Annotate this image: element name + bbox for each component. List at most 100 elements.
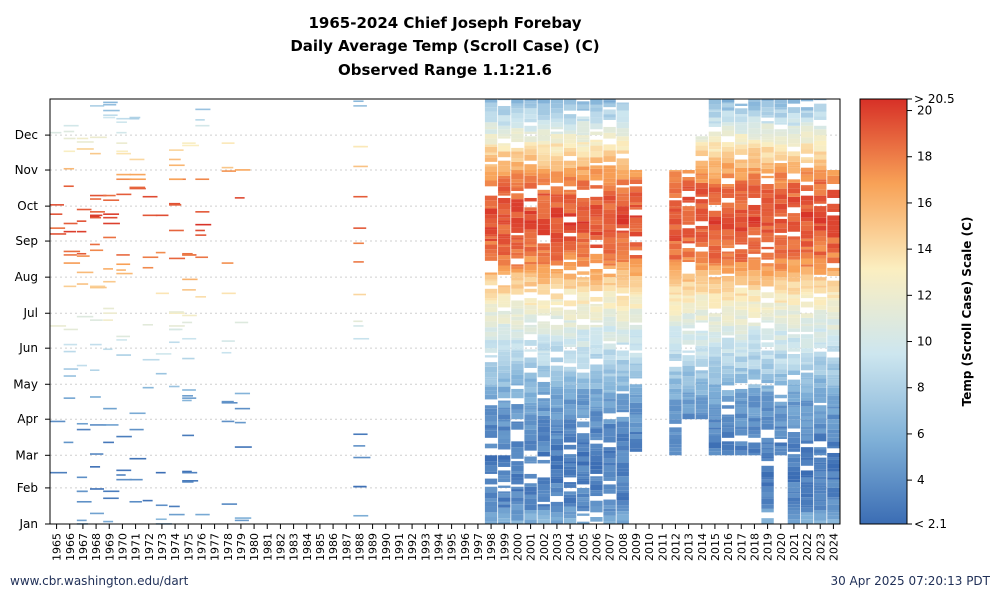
footer-source-link[interactable]: www.cbr.washington.edu/dart [10,574,189,588]
heat-cell-2012 [669,384,682,389]
x-tick-label-2005: 2005 [577,533,590,561]
heat-cell-2016 [721,322,735,327]
heat-cell-2020 [774,99,787,104]
heat-cell-2013 [682,365,695,372]
heat-cell-2002 [537,313,550,316]
heat-cell-2006 [590,104,603,108]
heat-cell-1999 [498,426,511,431]
heat-cell-1988 [353,337,370,340]
heat-cell-2021 [787,99,801,104]
heat-cell-2022 [800,457,814,460]
heat-cell-2014 [695,203,708,209]
heat-cell-2014 [695,355,708,359]
heat-cell-2021 [787,167,801,174]
heat-cell-2004 [563,139,577,144]
heat-cell-2022 [800,292,814,295]
heat-cell-2017 [735,319,748,325]
heat-cell-2018 [748,246,761,250]
heat-cell-2000 [511,501,524,505]
heat-cell-2015 [708,202,722,205]
heat-cell-2017 [735,262,748,268]
heat-cell-2024 [827,510,840,513]
heat-cell-2024 [827,429,840,434]
heat-cell-2018 [748,359,761,366]
heat-cell-2020 [774,330,787,336]
heat-cell-2020 [774,373,787,378]
heat-cell-2023 [814,360,827,366]
heat-cell-2002 [537,477,550,481]
heat-cell-2019 [761,456,774,459]
heat-cell-2008 [616,150,629,154]
heat-cell-2014 [695,263,708,266]
heat-cell-2022 [800,317,814,324]
heat-cell-2007 [603,243,616,250]
heat-cell-2016 [721,432,735,438]
heat-cell-1969 [103,307,115,310]
heat-cell-1999 [498,244,511,247]
heat-cell-1975 [182,397,197,399]
heat-cell-2018 [748,241,761,245]
heat-cell-2012 [669,171,682,178]
heat-cell-2007 [603,182,616,186]
heat-cell-1999 [498,224,511,230]
heat-cell-2022 [800,208,814,212]
heat-cell-2014 [695,397,708,401]
heat-cell-2024 [827,360,840,364]
heat-cell-2023 [814,351,827,357]
heat-cell-2009 [629,204,643,208]
heat-cell-1968 [90,194,107,197]
heat-cell-2005 [577,281,590,287]
heat-cell-2023 [814,285,827,288]
heat-cell-2002 [537,213,550,219]
heat-cell-2015 [708,419,722,423]
heat-cell-2019 [761,371,774,374]
heat-cell-2023 [814,499,827,502]
heat-cell-2022 [800,429,814,434]
heat-cell-1999 [498,197,511,204]
heat-cell-1999 [498,485,511,488]
heat-cell-1975 [182,289,196,291]
heat-cell-2008 [616,321,629,328]
heat-cell-2008 [616,450,629,453]
heat-cell-2018 [748,179,761,186]
heat-cell-2012 [669,427,682,433]
heat-cell-1998 [484,315,498,322]
heat-cell-2017 [735,404,748,408]
heat-cell-1999 [498,269,511,272]
heat-cell-2006 [590,448,603,451]
heat-cell-2013 [682,241,695,244]
heat-cell-1975 [182,471,198,474]
heat-cell-2016 [721,229,735,236]
heat-cell-2014 [695,175,708,180]
heat-cell-2018 [748,122,761,129]
heat-cell-2020 [774,340,787,345]
heat-cell-2021 [787,437,801,444]
heat-cell-1999 [498,238,511,245]
heat-cell-2021 [787,370,801,375]
heat-cell-2016 [721,267,735,274]
heat-cell-2003 [550,380,564,387]
heat-cell-2021 [787,482,801,488]
heat-cell-2000 [511,237,524,240]
heat-cell-2020 [774,401,787,406]
heat-cell-1972 [142,214,158,217]
heat-cell-2014 [695,292,708,295]
heat-cell-2000 [511,105,524,109]
heat-cell-2017 [735,347,748,350]
heat-cell-2000 [511,331,524,338]
heat-cell-2012 [669,170,682,172]
heat-cell-2024 [827,504,840,511]
heat-cell-2012 [669,305,682,311]
heat-cell-2012 [669,262,682,266]
heat-cell-2018 [748,230,761,236]
heat-cell-1988 [353,145,368,148]
heat-cell-1998 [484,405,498,409]
heat-cell-2006 [590,177,603,181]
heat-cell-2006 [590,394,603,398]
heat-cell-2019 [761,416,774,421]
heat-cell-2020 [774,172,787,179]
heat-cell-2003 [550,386,564,389]
heat-cell-2002 [537,343,550,349]
heat-cell-2004 [563,320,577,323]
heat-cell-1999 [498,421,511,427]
